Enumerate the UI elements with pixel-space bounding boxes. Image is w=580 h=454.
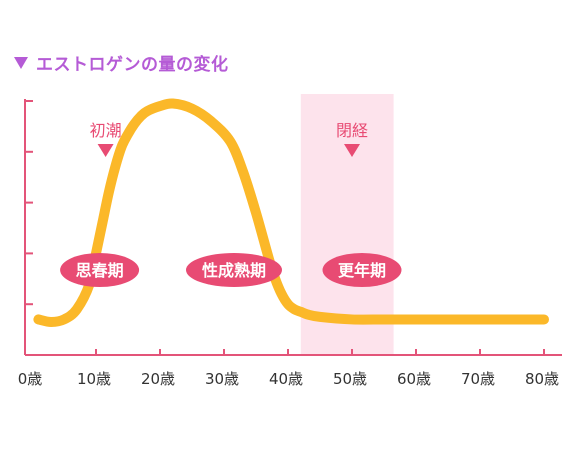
chart-title-text: エストロゲンの量の変化 (36, 55, 229, 75)
chart-title: エストロゲンの量の変化 (14, 50, 229, 75)
phase-pill (60, 253, 140, 287)
x-tick-label: 20歳 (141, 370, 175, 388)
phase-label: 性成熟期 (202, 261, 266, 280)
phase-pill (322, 253, 402, 287)
down-triangle-icon (97, 144, 114, 157)
x-tick-label: 0歳 (18, 370, 43, 388)
x-tick-label: 80歳 (525, 370, 559, 388)
x-tick-label: 30歳 (205, 370, 239, 388)
down-triangle-icon (344, 144, 360, 157)
x-tick-label: 10歳 (77, 370, 111, 388)
x-tick-label: 60歳 (397, 370, 431, 388)
estrogen-curve (33, 98, 549, 327)
x-tick-label: 70歳 (461, 370, 495, 388)
event-label: 閉経 (336, 121, 368, 140)
event-label: 初潮 (90, 121, 122, 140)
phase-label: 更年期 (338, 261, 386, 280)
triangle-marker-icon (14, 56, 28, 69)
x-tick-label: 40歳 (269, 370, 303, 388)
phase-label: 思春期 (76, 261, 124, 280)
phase-pill (186, 253, 282, 287)
x-tick-label: 50歳 (333, 370, 367, 388)
